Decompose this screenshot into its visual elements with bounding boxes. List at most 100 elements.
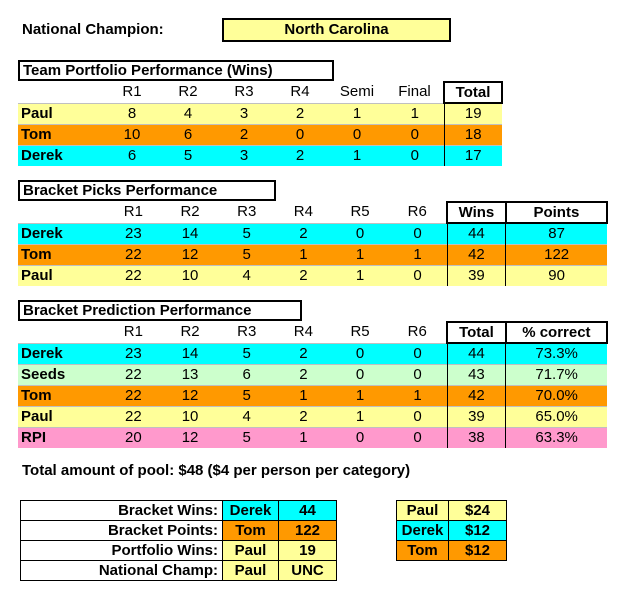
table-cell: 0 — [386, 145, 444, 166]
column-header: R3 — [234, 83, 254, 101]
column-header: R4 — [290, 83, 310, 101]
table-cell: 1 — [331, 385, 389, 407]
table-cell: 44 — [446, 222, 506, 245]
payout-amount: $24 — [448, 500, 507, 521]
column-header: R3 — [237, 323, 257, 341]
column-header: R6 — [407, 323, 427, 341]
table-cell: 1 — [331, 244, 389, 266]
table-cell: 6 — [104, 145, 160, 166]
summary-winner: Derek — [222, 500, 279, 521]
table-cell: 63.3% — [505, 427, 607, 448]
table-cell: 2 — [272, 102, 328, 125]
row-name: Derek — [18, 342, 106, 365]
column-header: R2 — [178, 83, 198, 101]
table-row: Tom 10 6 2 0 0 0 18 — [18, 124, 502, 146]
table-row: Derek 23 14 5 2 0 0 44 87 — [18, 222, 607, 245]
summary-winner: Paul — [222, 560, 279, 581]
column-header: R4 — [293, 323, 313, 341]
column-header: R5 — [350, 323, 370, 341]
summary-label: National Champ: — [20, 560, 223, 581]
picks-title: Bracket Picks Performance — [18, 180, 276, 201]
table-cell: 12 — [161, 244, 219, 266]
table-row: Paul 8 4 3 2 1 1 19 — [18, 102, 502, 125]
champion-label: National Champion: — [22, 21, 164, 38]
table-cell: 22 — [105, 265, 162, 286]
row-name: Tom — [18, 385, 106, 407]
table-cell: 0 — [272, 124, 328, 146]
table-cell: 0 — [331, 364, 389, 386]
payout-name: Paul — [396, 500, 449, 521]
table-cell: 5 — [218, 385, 276, 407]
table-cell: 12 — [161, 385, 219, 407]
column-header: R1 — [123, 203, 143, 221]
header-blank — [18, 322, 105, 343]
table-cell: 14 — [161, 222, 219, 245]
summary-row: Portfolio Wins: Paul 19 — [20, 540, 337, 561]
table-cell: 2 — [275, 222, 332, 245]
table-cell: 18 — [443, 124, 502, 146]
champion-value: North Carolina — [222, 18, 451, 42]
table-cell: 5 — [218, 244, 276, 266]
table-cell: 44 — [446, 342, 506, 365]
table-row: Tom 22 12 5 1 1 1 42 70.0% — [18, 385, 607, 407]
table-cell: 0 — [388, 406, 448, 428]
table-cell: 6 — [160, 124, 216, 146]
row-name: Seeds — [18, 364, 106, 386]
portfolio-title: Team Portfolio Performance (Wins) — [18, 60, 334, 81]
table-row: Paul 22 10 4 2 1 0 39 65.0% — [18, 406, 607, 428]
summary-value: 122 — [278, 520, 337, 541]
table-cell: 22 — [105, 406, 162, 428]
table-cell: 43 — [446, 364, 506, 386]
table-cell: 0 — [388, 342, 448, 365]
table-cell: 42 — [446, 244, 506, 266]
table-cell: 1 — [388, 385, 448, 407]
header-blank — [18, 202, 105, 223]
table-cell: 5 — [218, 222, 276, 245]
table-cell: 14 — [161, 342, 219, 365]
table-cell: 1 — [388, 244, 448, 266]
summary-label: Bracket Points: — [20, 520, 223, 541]
column-header: R3 — [237, 203, 257, 221]
column-header: Semi — [339, 83, 375, 101]
payout-amount: $12 — [448, 540, 507, 561]
summary-row: Bracket Wins: Derek 44 — [20, 500, 337, 521]
summary-label: Portfolio Wins: — [20, 540, 223, 561]
summary-row: National Champ: Paul UNC — [20, 560, 337, 581]
table-row: Tom 22 12 5 1 1 1 42 122 — [18, 244, 607, 266]
table-cell: 10 — [161, 406, 219, 428]
prediction-title: Bracket Prediction Performance — [18, 300, 302, 321]
payout-amount: $12 — [448, 520, 507, 541]
table-cell: 8 — [104, 102, 160, 125]
table-cell: 5 — [160, 145, 216, 166]
table-cell: 0 — [388, 364, 448, 386]
table-cell: 17 — [443, 145, 502, 166]
row-name: Tom — [18, 124, 104, 146]
column-header: R5 — [350, 203, 370, 221]
payout-row: Derek $12 — [396, 520, 507, 541]
table-cell: 1 — [328, 102, 386, 125]
column-header: Wins — [446, 201, 507, 224]
column-header: Total — [446, 321, 507, 344]
table-cell: 1 — [275, 244, 332, 266]
table-cell: 70.0% — [505, 385, 607, 407]
table-cell: 5 — [218, 427, 276, 448]
prediction-table: R1 R2 R3 R4 R5 R6 Total% correct Derek 23 14 5 2 0 0 4… — [18, 321, 609, 448]
summary-value: UNC — [278, 560, 337, 581]
table-cell: 10 — [104, 124, 160, 146]
table-cell: 0 — [388, 222, 448, 245]
table-cell: 2 — [216, 124, 272, 146]
table-cell: 22 — [105, 364, 162, 386]
table-cell: 22 — [105, 385, 162, 407]
summary-winner: Tom — [222, 520, 279, 541]
table-cell: 2 — [275, 406, 332, 428]
table-row: Paul 22 10 4 2 1 0 39 90 — [18, 265, 607, 286]
table-cell: 87 — [505, 222, 607, 245]
table-cell: 10 — [161, 265, 219, 286]
table-cell: 1 — [275, 427, 332, 448]
table-cell: 13 — [161, 364, 219, 386]
row-name: Paul — [18, 102, 104, 125]
table-row: RPI 20 12 5 1 0 0 38 63.3% — [18, 427, 607, 448]
column-header: R2 — [180, 323, 200, 341]
column-header: Points — [504, 201, 609, 224]
table-cell: 5 — [218, 342, 276, 365]
